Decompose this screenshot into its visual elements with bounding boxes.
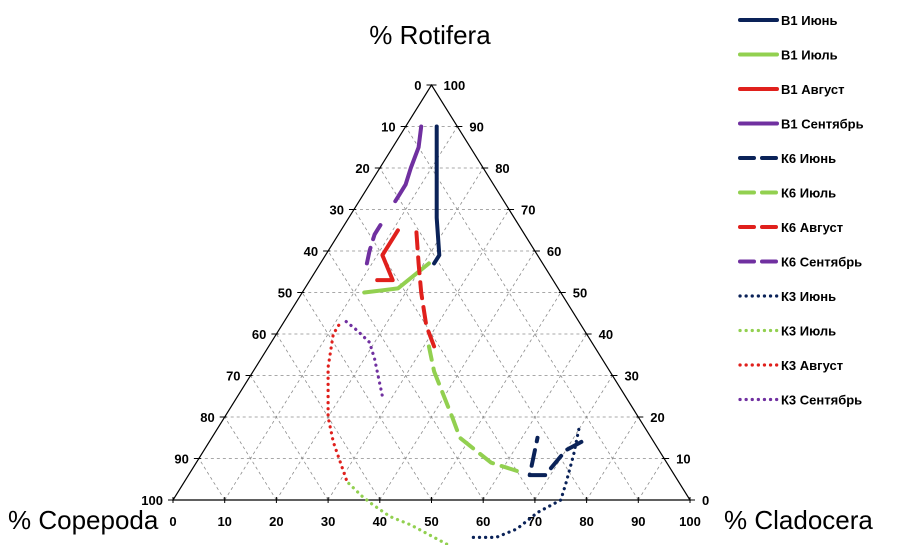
tick-label-rotifera: 80: [495, 161, 509, 176]
tick-label-cladocera: 70: [528, 514, 542, 529]
tick-label-copepoda: 80: [200, 410, 214, 425]
legend: В1 Июнь В1 Июль В1 Август В1 Сентябрь К6 Июн…: [738, 13, 864, 408]
grid-line-copepoda: [405, 126, 639, 501]
tick-label-cladocera: 40: [373, 514, 387, 529]
triangle-frame: [171, 83, 692, 501]
grid-line-copepoda: [198, 458, 226, 501]
tick-label-cladocera: 60: [476, 514, 490, 529]
tick-label-cladocera: 50: [424, 514, 438, 529]
grid-line-cladocera: [431, 292, 562, 501]
series-line-7: [414, 224, 437, 349]
series-line-5: [527, 435, 584, 478]
tick-label-cladocera: 0: [169, 514, 176, 529]
legend-label-2: В1 Июль: [781, 48, 838, 63]
grid-line-cladocera: [482, 333, 587, 501]
series-line-12: [344, 320, 384, 398]
grid-line-copepoda: [250, 375, 329, 501]
tick-label-cladocera: 80: [579, 514, 593, 529]
axis-label-rotifera: % Rotifera: [369, 20, 491, 50]
tick-label-rotifera: 100: [444, 78, 466, 93]
grid-line-cladocera: [276, 167, 484, 501]
tick-label-cladocera: 20: [269, 514, 283, 529]
legend-label-1: В1 Июнь: [781, 13, 838, 28]
legend-label-10: К3 Июль: [781, 324, 836, 339]
tick-label-cladocera: 100: [679, 514, 701, 529]
tick-label-copepoda: 40: [304, 244, 318, 259]
tick-label-copepoda: 100: [141, 493, 163, 508]
grid-line-copepoda: [276, 333, 381, 501]
axis-label-copepoda: % Copepoda: [8, 505, 159, 535]
legend-label-3: В1 Август: [781, 82, 845, 97]
series-line-10: [347, 481, 452, 545]
grid-line-copepoda: [379, 167, 587, 501]
tick-label-rotifera: 10: [676, 452, 690, 467]
tick-label-copepoda: 50: [278, 286, 292, 301]
tick-label-rotifera: 50: [573, 286, 587, 301]
grid-line-copepoda: [224, 416, 277, 501]
series-line-3: [375, 228, 400, 283]
legend-label-6: К6 Июль: [781, 186, 836, 201]
legend-label-7: К6 Август: [781, 220, 843, 235]
legend-label-11: К3 Август: [781, 358, 843, 373]
series-line-9: [468, 427, 581, 540]
legend-label-9: К3 Июнь: [781, 289, 836, 304]
tick-label-rotifera: 40: [599, 327, 613, 342]
series-line-11: [326, 320, 348, 481]
series-line-8: [364, 215, 387, 266]
tick-label-cladocera: 10: [217, 514, 231, 529]
axis-label-cladocera: % Cladocera: [724, 505, 873, 535]
tick-label-rotifera: 60: [547, 244, 561, 259]
tick-label-cladocera: 90: [631, 514, 645, 529]
tick-label-copepoda: 70: [226, 369, 240, 384]
tick-label-cladocera: 30: [321, 514, 335, 529]
tick-label-copepoda: 30: [329, 203, 343, 218]
tick-label-rotifera: 0: [702, 493, 709, 508]
legend-label-5: К6 Июнь: [781, 151, 836, 166]
series-line-4: [393, 124, 424, 204]
tick-label-copepoda: 0: [414, 78, 421, 93]
grid-line-cladocera: [637, 458, 665, 501]
tick-label-rotifera: 70: [521, 203, 535, 218]
series-line-1: [432, 124, 442, 266]
grid-line-cladocera: [534, 375, 613, 501]
legend-label-8: К6 Сентябрь: [781, 255, 862, 270]
tick-label-copepoda: 20: [355, 161, 369, 176]
series-line-6: [426, 344, 519, 473]
tick-label-rotifera: 90: [469, 120, 483, 135]
legend-label-12: К3 Сентябрь: [781, 393, 862, 408]
grid-layer: [198, 126, 665, 501]
grid-line-cladocera: [586, 416, 639, 501]
tick-label-rotifera: 30: [624, 369, 638, 384]
series-layer: [326, 124, 584, 545]
grid-line-copepoda: [353, 209, 536, 501]
grid-line-cladocera: [224, 126, 458, 501]
grid-line-copepoda: [301, 292, 432, 501]
tick-layer: 0 0 0 10 10 10 20 20 20 30 30 30 40 40 40 50 50 50 60 60 60 7…: [141, 78, 709, 529]
tick-label-copepoda: 10: [381, 120, 395, 135]
tick-label-rotifera: 20: [650, 410, 664, 425]
legend-label-4: В1 Сентябрь: [781, 117, 864, 132]
tick-label-copepoda: 60: [252, 327, 266, 342]
tick-label-copepoda: 90: [174, 452, 188, 467]
